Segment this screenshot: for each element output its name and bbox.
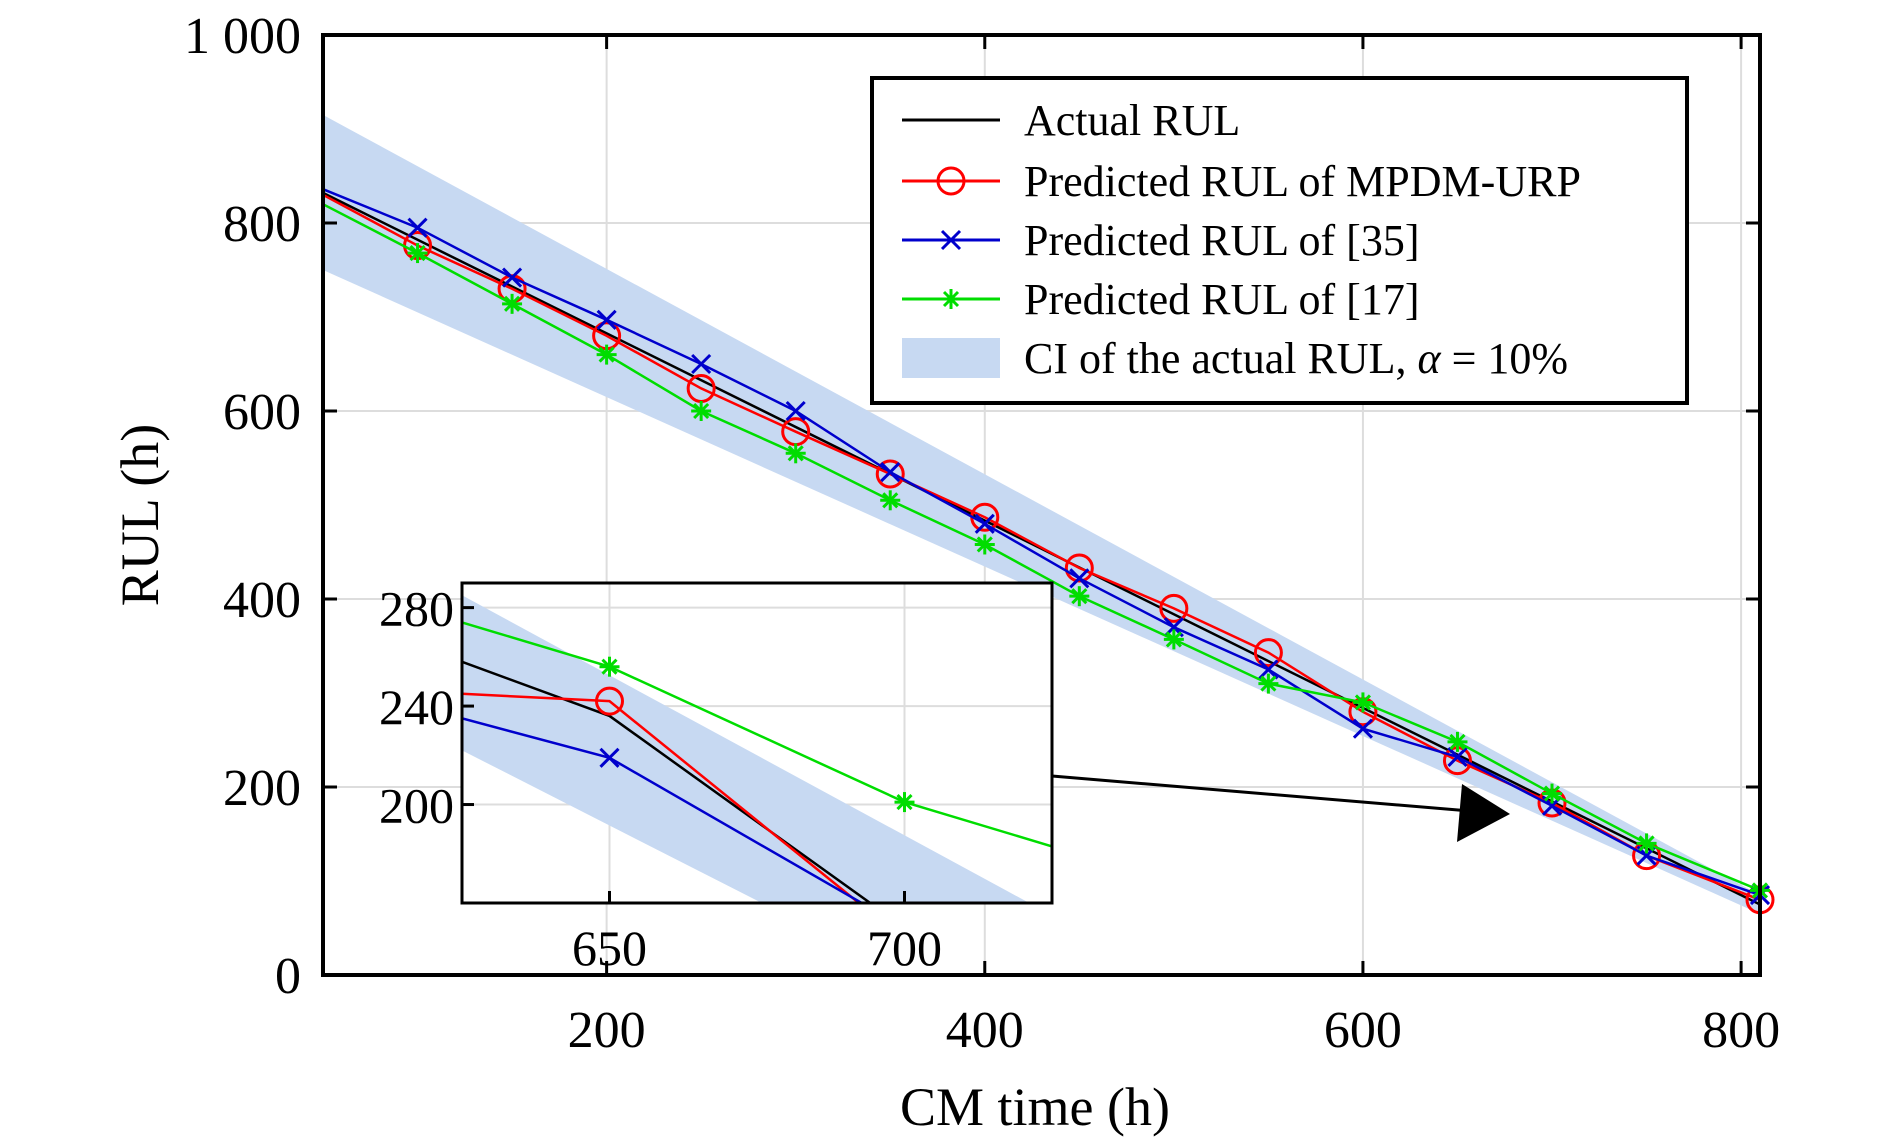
data-point-s3 [1163,629,1184,650]
zoom-arrow-line [1051,774,1471,813]
data-point-s2 [502,267,523,288]
legend-ci-swatch [902,338,1000,378]
inset-y-tick-label: 240 [379,679,454,735]
x-axis-title: CM time (h) [900,1077,1170,1137]
inset-data-point-s1 [595,686,624,716]
legend-box [870,76,1689,405]
x-tick-label: 600 [1324,1002,1402,1059]
legend-label-3: Predicted RUL of [17] [1024,275,1419,324]
x-tick-label: 400 [946,1002,1024,1059]
data-point-s3 [407,243,428,264]
legend-label-0: Actual RUL [1024,96,1240,145]
data-point-s2 [880,462,901,483]
zoom-arrow-head [1457,784,1510,842]
data-point-s3 [1258,673,1279,694]
data-point-s1 [1064,553,1094,583]
inset-series-line-1 [462,692,861,903]
data-point-s3 [1542,783,1563,804]
data-point-s2 [407,217,428,238]
y-tick-label: 400 [223,572,301,629]
data-point-s1 [1159,593,1189,623]
inset-y-tick-label: 200 [379,778,454,834]
y-tick-label: 800 [223,196,301,253]
data-point-s3 [596,344,617,365]
plot-frame [321,33,1762,977]
inset-y-tick-label: 280 [379,581,454,637]
series-line-2 [322,188,1761,897]
data-point-s1 [1253,638,1283,668]
series-line-3 [322,203,1761,892]
legend-marker-1 [936,166,966,196]
y-tick-label: 600 [223,384,301,441]
confidence-band [323,114,1760,914]
data-point-s3 [1636,833,1657,854]
data-point-s3 [785,443,806,464]
inset-zoom-plot: 200 240 280 650 700 [379,581,1054,976]
inset-series-line-2 [462,717,865,903]
y-tick-label: 200 [223,760,301,817]
data-point-s2 [1447,746,1468,767]
inset-content [462,583,1052,903]
inset-x-tick-label: 650 [572,920,647,976]
legend: Actual RUL Predicted RUL of MPDM-URP Predi… [870,76,1689,405]
data-point-s2 [1258,659,1279,680]
data-point-s3 [691,401,712,421]
x-tick-label: 200 [568,1002,646,1059]
legend-marker-2 [940,229,962,251]
y-tick-label: 0 [275,948,301,1005]
data-point-s2 [691,353,712,375]
y-tick-label: 1 000 [184,8,301,65]
inset-frame [460,581,1054,905]
inset-data-point-s3 [894,792,915,813]
data-point-s2 [1069,568,1090,589]
data-point-s3 [880,490,901,511]
data-point-s3 [1069,586,1090,607]
inset-series-line-3 [462,621,1052,848]
data-point-s3 [974,534,995,555]
inset-data-point-s2 [599,747,620,768]
data-point-s1 [875,459,905,489]
y-axis-title: RUL (h) [110,424,170,606]
data-point-s2 [974,513,995,534]
data-point-s3 [1352,692,1373,713]
data-point-s3 [502,293,523,314]
legend-label-1: Predicted RUL of MPDM-URP [1024,157,1581,206]
inset-data-point-s3 [599,656,620,677]
x-tick-label: 800 [1702,1002,1780,1059]
data-point-s2 [785,400,806,422]
legend-marker-3 [941,289,961,309]
data-point-s3 [1447,731,1468,752]
data-point-s2 [1352,718,1373,739]
data-point-s2 [596,309,617,330]
inset-x-tick-label: 700 [867,920,942,976]
legend-label-ci: CI of the actual RUL, α = 10% [1024,334,1568,383]
legend-label-2: Predicted RUL of [35] [1024,216,1419,265]
